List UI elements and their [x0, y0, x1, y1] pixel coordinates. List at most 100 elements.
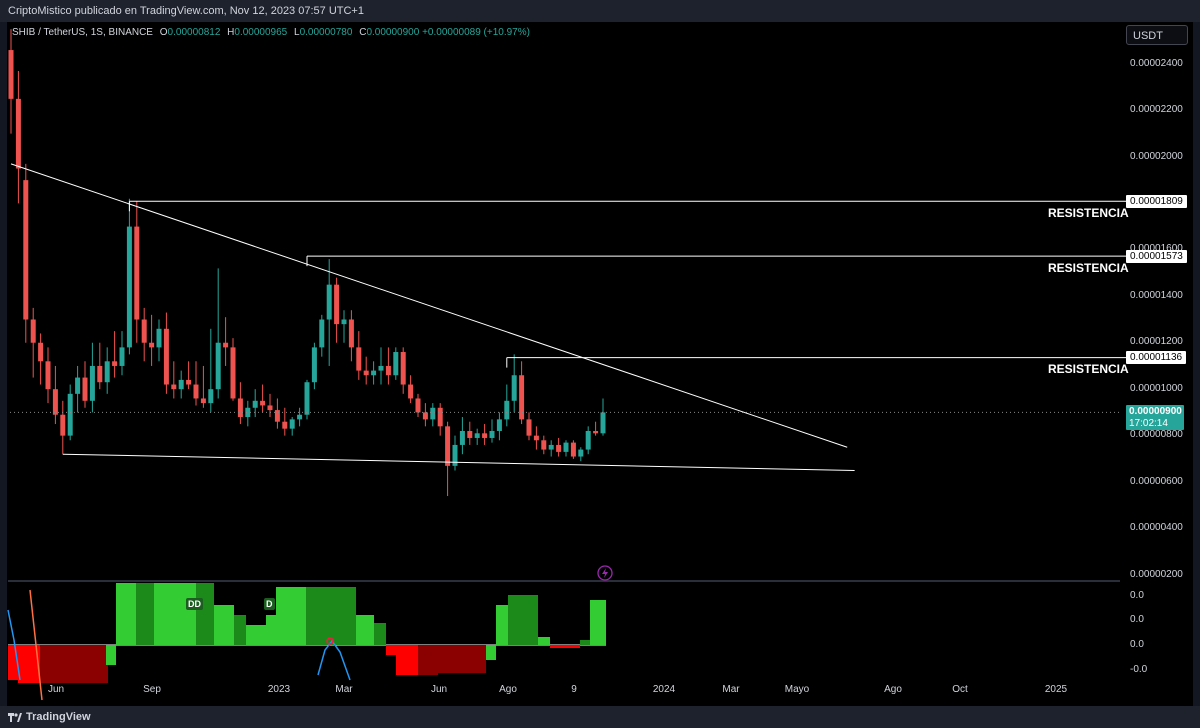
indicator-bar: [196, 583, 214, 645]
candle-body: [400, 352, 406, 385]
time-axis-label: Mayo: [784, 684, 810, 695]
price-axis-label: 0.00000400: [1130, 522, 1183, 533]
candle-body: [171, 384, 177, 390]
candle-body: [496, 419, 502, 431]
indicator-bar: [386, 645, 396, 655]
time-axis-label: Ago: [499, 684, 517, 695]
currency-button[interactable]: USDT: [1126, 25, 1188, 45]
candle-body: [75, 377, 81, 394]
indicator-badge-d: D: [264, 598, 275, 610]
publisher-text: CriptoMistico publicado en TradingView.c…: [8, 5, 364, 17]
price-axis-label: 0.00001000: [1130, 383, 1183, 394]
candle-body: [178, 379, 184, 390]
candle-body: [260, 400, 266, 406]
change-value: +0.00000089 (+10.97%): [422, 27, 530, 38]
symbol-name: SHIB / TetherUS, 1S, BINANCE: [12, 27, 153, 38]
candle-body: [267, 405, 273, 411]
indicator-bar: [438, 645, 486, 673]
candle-body: [385, 365, 391, 376]
price-axis-label: 0.00002000: [1130, 151, 1183, 162]
candle-body: [186, 379, 192, 385]
candle-body: [208, 389, 214, 404]
candle-body: [341, 319, 347, 325]
time-axis-label: Mar: [722, 684, 740, 695]
candle-body: [297, 414, 303, 420]
candle-body: [563, 442, 569, 452]
low-value: 0.00000780: [299, 27, 353, 38]
indicator-bar: [106, 645, 116, 665]
candle-body: [60, 414, 66, 436]
indicator-bar: [266, 615, 276, 645]
indicator-badge-dd: DD: [186, 598, 203, 610]
candle-body: [548, 444, 554, 450]
candle-body: [452, 444, 458, 466]
candle-body: [52, 389, 58, 415]
current-price: 0.00000900: [1129, 406, 1182, 417]
indicator-bar: [246, 625, 266, 645]
price-axis-label: 0.00000200: [1130, 569, 1183, 580]
close-value: 0.00000900: [366, 27, 420, 38]
resistance-label-2: RESISTENCIA: [1048, 261, 1129, 275]
time-axis-label: Mar: [335, 684, 353, 695]
candle-body: [67, 393, 73, 436]
candle-body: [474, 433, 480, 438]
indicator-bar: [234, 615, 246, 645]
indicator-axis-label-4: -0.0: [1130, 664, 1148, 675]
candle-body: [334, 284, 340, 325]
candle-body: [245, 407, 251, 418]
low-label: L: [294, 27, 300, 38]
candle-body: [119, 347, 125, 366]
indicator-bar: [508, 595, 538, 645]
candle-body: [371, 370, 377, 376]
candle-body: [378, 365, 384, 371]
candle-body: [504, 400, 510, 420]
time-axis-label: 2025: [1044, 684, 1068, 695]
indicator-axis-label-1: 0.0: [1130, 590, 1144, 601]
price-axis-label: 0.00001600: [1130, 243, 1183, 254]
candle-body: [38, 342, 44, 362]
candle-body: [274, 410, 280, 422]
candle-body: [89, 365, 95, 401]
candle-body: [430, 407, 436, 420]
candle-body: [511, 375, 517, 401]
indicator-bar: [396, 645, 418, 675]
candle-body: [600, 412, 606, 434]
candle-body: [422, 412, 428, 420]
candle-body: [156, 328, 162, 348]
time-axis-label: Jun: [430, 684, 448, 695]
resistance-price-tag-1: 0.00001809: [1126, 195, 1187, 208]
indicator-bar: [418, 645, 438, 675]
open-value: 0.00000812: [167, 27, 221, 38]
candle-body: [467, 430, 473, 438]
candle-body: [326, 284, 332, 320]
candle-body: [311, 347, 317, 383]
candle-body: [223, 342, 229, 348]
indicator-bar: [136, 583, 154, 645]
footer-brand: TradingView: [26, 711, 91, 723]
current-price-tag: 0.00000900 17:02:14: [1126, 405, 1184, 430]
indicator-bar: [18, 645, 40, 683]
resistance-label-3: RESISTENCIA: [1048, 362, 1129, 376]
support-trendline[interactable]: [62, 453, 855, 471]
resistance-price-tag-3: 0.00001136: [1126, 351, 1187, 364]
indicator-bar: [356, 615, 374, 645]
candle-body: [149, 342, 155, 348]
price-axis-label: 0.00002200: [1130, 104, 1183, 115]
candle-body: [593, 430, 599, 434]
indicator-bar: [590, 600, 606, 645]
descending-resistance-trendline[interactable]: [10, 163, 848, 448]
indicator-bar: [154, 583, 196, 645]
indicator-bar: [306, 587, 356, 645]
candle-body: [437, 407, 443, 427]
indicator-bar: [40, 645, 108, 683]
lightning-icon[interactable]: [597, 565, 613, 581]
indicator-bar: [496, 605, 508, 645]
close-label: C: [359, 27, 367, 38]
candle-body: [30, 319, 36, 343]
candle-body: [578, 449, 584, 457]
candle-body: [556, 444, 562, 452]
indicator-bar: [580, 640, 590, 645]
candle-body: [482, 433, 488, 438]
candle-body: [363, 370, 369, 376]
